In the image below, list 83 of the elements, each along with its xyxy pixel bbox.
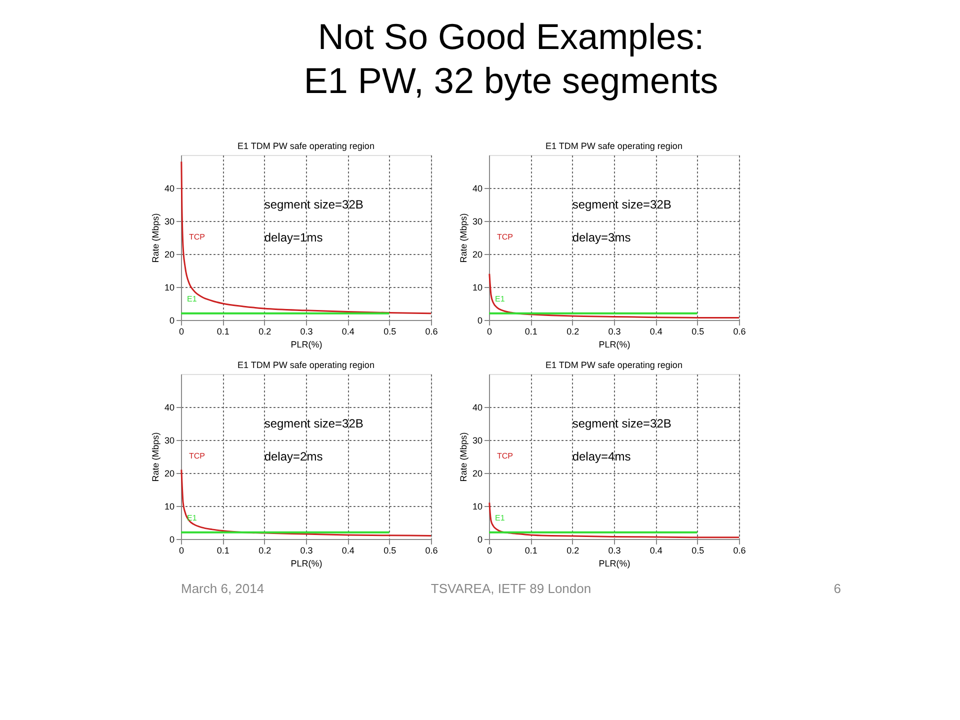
y-tick-label: 30 [164,216,174,226]
x-tick-label: 0.5 [384,326,396,336]
chart-title: E1 TDM PW safe operating region [238,360,374,370]
annotation: segment size=32B [264,416,364,430]
text: TSVAREA, IETF 89 London [430,581,592,596]
y-tick-label: 0 [477,534,482,544]
y-tick-label: 10 [164,502,174,512]
annotation: delay=4ms [572,450,631,464]
text: TCP [497,452,513,460]
annotation: delay=3ms [572,230,631,244]
y-tick-label: 40 [472,184,482,194]
x-tick-label: 0.5 [384,546,396,556]
x-tick-label: 0 [486,326,492,336]
x-tick-label: 0.3 [300,326,313,336]
series-label: TCP [189,232,205,242]
x-tick-label: 0.1 [216,326,230,336]
series-label: E1 [187,513,198,522]
y-tick-label: 40 [472,402,482,412]
x-tick-label: 0.3 [300,546,313,556]
line-series [488,273,740,318]
annotation: segment size=32B [572,416,672,430]
series-label: TCP [189,452,205,460]
y-axis-title: Rate (Mbps) [150,432,160,482]
series-label: E1 [495,513,506,522]
annotation: segment size=32B [264,198,364,212]
x-tick-label: 0.3 [608,546,621,556]
x-tick-label: 0.2 [258,546,272,556]
y-tick-label: 40 [164,184,174,194]
x-tick-label: 0.3 [608,326,621,336]
y-tick-label: 0 [169,534,174,544]
y-tick-label: 30 [472,436,482,446]
y-tick-label: 20 [164,468,174,478]
y-tick-label: 20 [164,250,174,260]
x-tick-label: 0.4 [650,546,662,556]
x-tick-label: 0.5 [692,546,704,556]
y-tick-label: 30 [164,436,174,446]
y-tick-label: 10 [164,282,174,292]
x-tick-label: 0.4 [650,326,662,336]
x-tick-label: 0.2 [258,326,272,336]
text: Not So Good Examples: E1 PW, 32 byte segments [304,16,718,101]
annotation: delay=2ms [264,450,323,464]
chart-title: E1 TDM PW safe operating region [546,141,682,151]
y-tick-label: 0 [169,316,174,326]
y-tick-label: 30 [472,216,482,226]
x-tick-label: 0.6 [425,326,438,336]
x-axis-title: PLR(%) [290,340,322,350]
x-tick-label: 0.2 [566,326,580,336]
x-tick-label: 0.1 [216,546,230,556]
y-tick-label: 20 [472,468,482,478]
x-tick-label: 0.6 [425,546,438,556]
series-label: E1 [495,294,506,304]
series-label: E1 [187,294,198,304]
x-tick-label: 0 [178,326,184,336]
x-tick-label: 0.6 [733,546,746,556]
line-series [180,160,432,314]
annotation: segment size=32B [572,198,672,212]
x-tick-label: 0.1 [524,546,538,556]
x-axis-title: PLR(%) [290,558,322,568]
x-tick-label: 0.4 [342,546,354,556]
chart-title: E1 TDM PW safe operating region [546,360,682,370]
x-tick-label: 0 [486,546,492,556]
x-axis-title: PLR(%) [598,340,630,350]
x-tick-label: 0.4 [342,326,354,336]
y-tick-label: 10 [472,502,482,512]
x-axis-title: PLR(%) [598,558,630,568]
y-axis-title: Rate (Mbps) [150,213,160,263]
chart-title: E1 TDM PW safe operating region [238,141,374,151]
annotation: delay=1ms [264,230,323,244]
x-tick-label: 0.2 [566,546,580,556]
x-tick-label: 0.1 [524,326,538,336]
text: 6 [834,581,841,596]
y-tick-label: 40 [164,402,174,412]
y-tick-label: 0 [477,316,482,326]
x-tick-label: 0 [178,546,184,556]
y-axis-title: Rate (Mbps) [458,213,468,263]
line-series [180,468,432,536]
x-tick-label: 0.6 [733,326,746,336]
y-tick-label: 20 [472,250,482,260]
text: TCP [497,232,513,242]
y-tick-label: 10 [472,282,482,292]
text: March 6, 2014 [181,581,264,596]
y-axis-title: Rate (Mbps) [458,432,468,482]
x-tick-label: 0.5 [692,326,704,336]
